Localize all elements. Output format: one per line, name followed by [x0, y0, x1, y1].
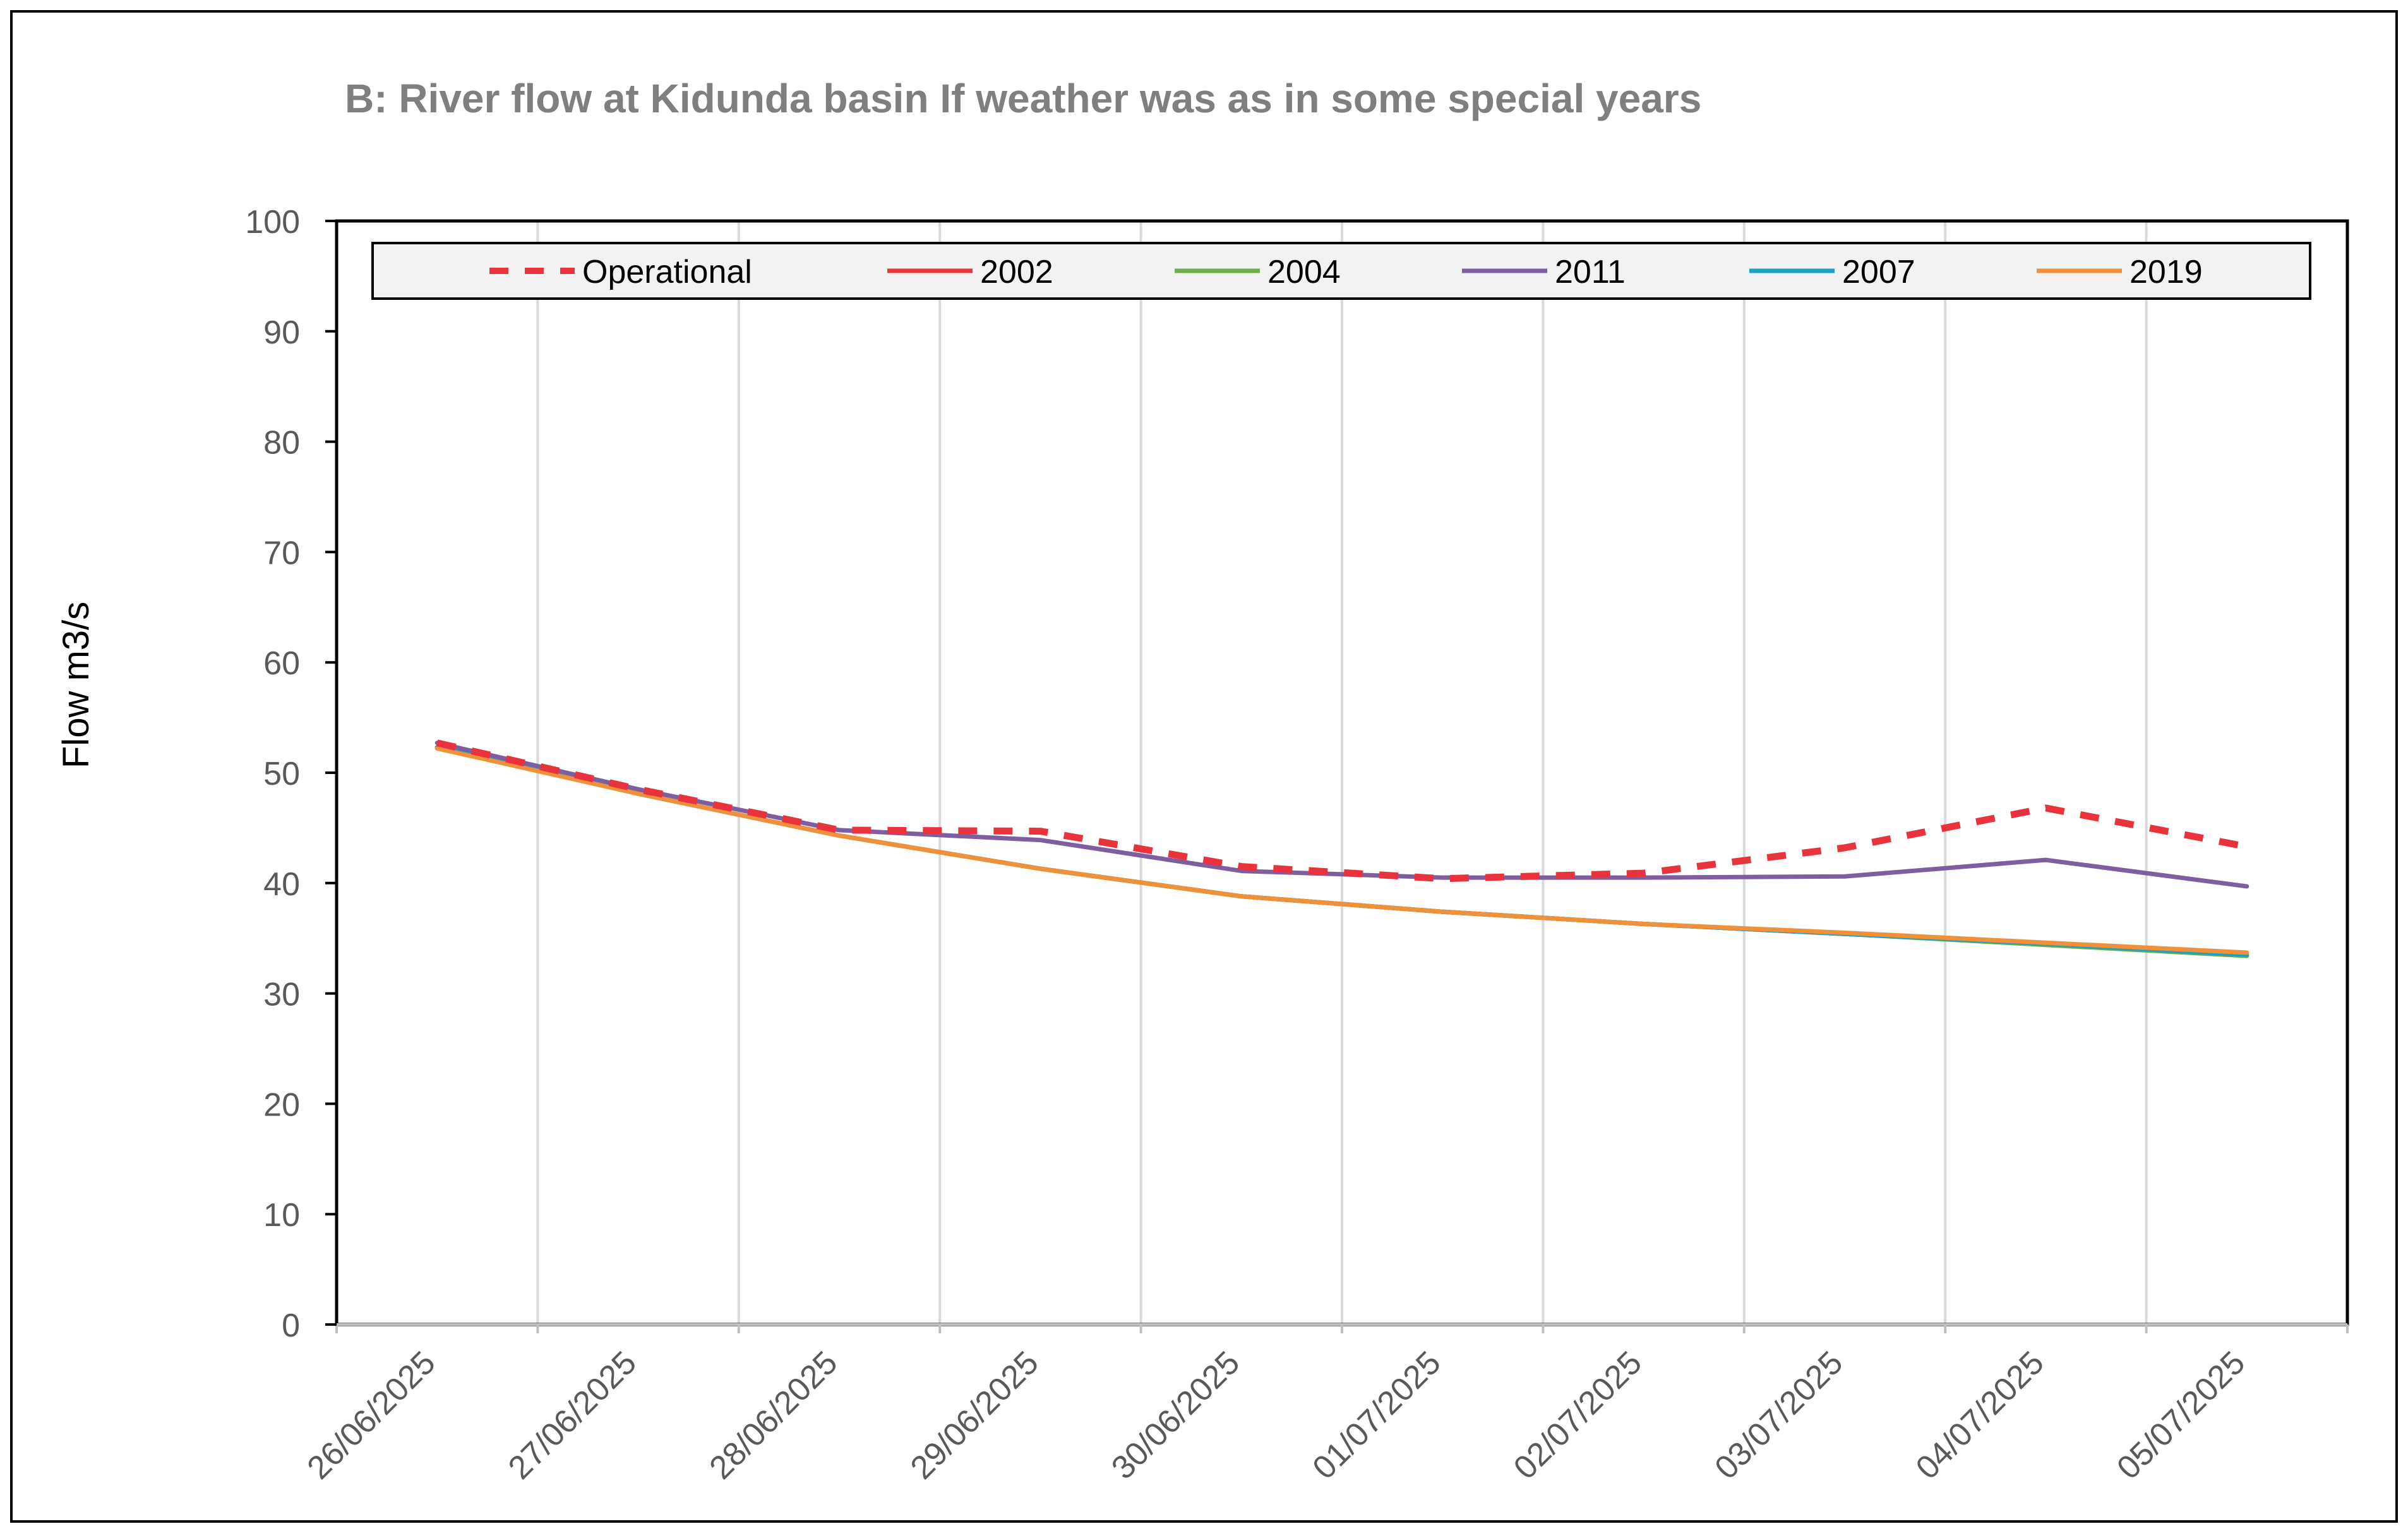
series-line-operational — [436, 739, 2248, 883]
legend: Operational 2002 2004 2011 2007 2019 — [371, 242, 2311, 300]
legend-label-2019: 2019 — [2129, 254, 2203, 290]
y-tick-label: 10 — [263, 1197, 300, 1234]
y-tick-label: 0 — [282, 1307, 300, 1344]
y-tick-label: 30 — [263, 977, 300, 1013]
y-tick-label: 70 — [263, 535, 300, 571]
legend-label-2002: 2002 — [980, 254, 1053, 290]
legend-label-2007: 2007 — [1842, 254, 1915, 290]
series-lines — [434, 739, 2249, 958]
y-tick-label: 40 — [263, 866, 300, 903]
legend-box — [371, 242, 2311, 300]
y-tick-label: 60 — [263, 645, 300, 682]
gridlines — [536, 221, 2148, 1325]
y-tick-label: 90 — [263, 314, 300, 351]
legend-label-2011: 2011 — [1555, 254, 1626, 290]
chart-border — [10, 10, 2398, 1523]
legend-label-operational: Operational — [582, 254, 752, 290]
y-tick-label: 80 — [263, 425, 300, 461]
y-tick-label: 20 — [263, 1087, 300, 1123]
series-line-2019 — [434, 746, 2249, 955]
y-tick-label: 50 — [263, 756, 300, 792]
y-tick-label: 100 — [245, 204, 300, 241]
chart-title: B: River flow at Kidunda basin If weathe… — [345, 76, 1701, 121]
y-axis-label: Flow m3/s — [56, 602, 97, 768]
series-line-2011 — [434, 741, 2249, 889]
legend-label-2004: 2004 — [1267, 254, 1341, 290]
